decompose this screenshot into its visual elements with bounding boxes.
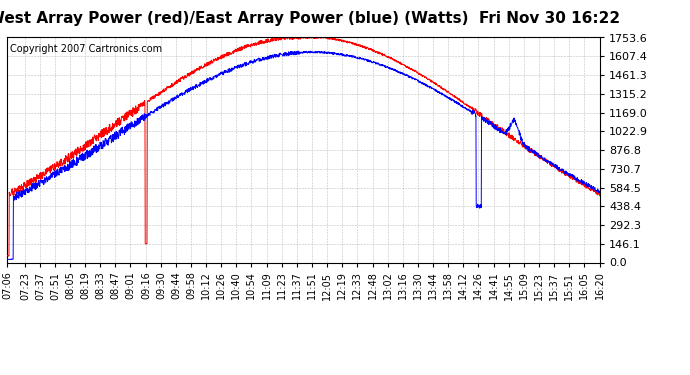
Text: Copyright 2007 Cartronics.com: Copyright 2007 Cartronics.com [10,44,162,54]
Text: West Array Power (red)/East Array Power (blue) (Watts)  Fri Nov 30 16:22: West Array Power (red)/East Array Power … [0,11,620,26]
